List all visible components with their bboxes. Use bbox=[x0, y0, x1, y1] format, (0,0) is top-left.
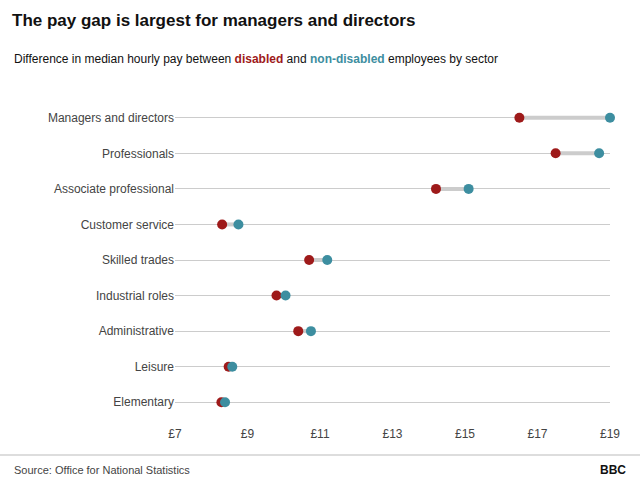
svg-text:£11: £11 bbox=[310, 427, 329, 441]
svg-text:£13: £13 bbox=[382, 427, 402, 441]
svg-text:Source: Office for National St: Source: Office for National Statistics bbox=[14, 464, 190, 476]
svg-text:Skilled trades: Skilled trades bbox=[102, 253, 174, 267]
svg-text:£17: £17 bbox=[527, 427, 547, 441]
svg-text:BBC: BBC bbox=[600, 463, 626, 477]
svg-text:£9: £9 bbox=[241, 427, 255, 441]
svg-text:Professionals: Professionals bbox=[102, 147, 174, 161]
svg-text:Associate professional: Associate professional bbox=[54, 182, 174, 196]
svg-text:Difference in median hourly pa: Difference in median hourly pay between … bbox=[14, 52, 498, 66]
svg-text:Leisure: Leisure bbox=[135, 360, 175, 374]
svg-text:Customer service: Customer service bbox=[81, 218, 175, 232]
svg-text:£7: £7 bbox=[168, 427, 182, 441]
svg-text:Industrial roles: Industrial roles bbox=[96, 289, 174, 303]
svg-text:Elementary: Elementary bbox=[113, 395, 174, 409]
svg-text:Managers and directors: Managers and directors bbox=[48, 111, 174, 125]
svg-text:£15: £15 bbox=[455, 427, 475, 441]
svg-text:The pay gap is largest for man: The pay gap is largest for managers and … bbox=[12, 11, 415, 30]
svg-text:£19: £19 bbox=[600, 427, 620, 441]
svg-text:Administrative: Administrative bbox=[99, 324, 175, 338]
